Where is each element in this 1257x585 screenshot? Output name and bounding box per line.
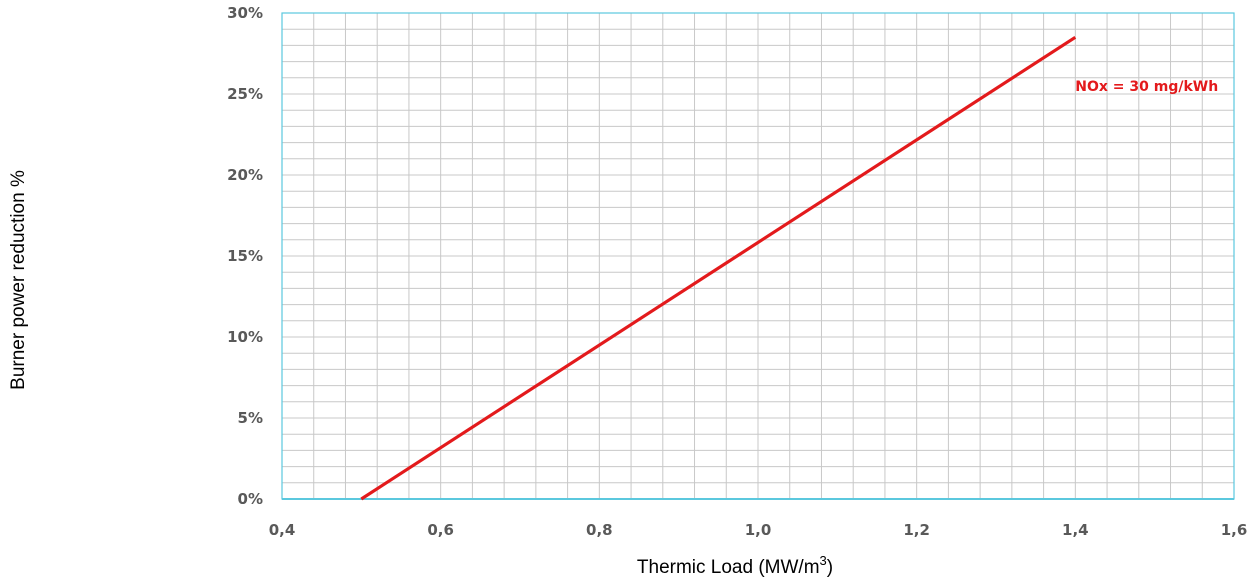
y-tick-label: 10%	[227, 328, 263, 346]
y-axis-title: Burner power reduction %	[8, 170, 29, 390]
plot-frame	[281, 12, 1235, 500]
y-tick-label: 15%	[227, 247, 263, 265]
y-tick-label: 25%	[227, 85, 263, 103]
series-annotation: NOx = 30 mg/kWh	[1075, 79, 1218, 95]
y-tick-label: 0%	[238, 490, 263, 508]
grid	[282, 13, 1234, 499]
x-tick-label: 0,6	[427, 521, 454, 539]
y-tick-label: 20%	[227, 166, 263, 184]
y-axis-ticks: 0% 5% 10% 15% 20% 25% 30%	[227, 4, 263, 508]
y-tick-label: 5%	[238, 409, 263, 427]
x-tick-label: 1,6	[1221, 521, 1248, 539]
x-tick-label: 1,4	[1062, 521, 1089, 539]
series-layer	[360, 35, 1077, 501]
x-tick-label: 0,4	[269, 521, 296, 539]
x-axis-ticks: 0,4 0,6 0,8 1,0 1,2 1,4 1,6	[269, 521, 1248, 539]
x-axis-title-superscript: 3	[820, 553, 827, 568]
x-tick-label: 0,8	[586, 521, 613, 539]
x-tick-label: 1,2	[903, 521, 930, 539]
x-tick-label: 1,0	[745, 521, 772, 539]
x-axis-title: Thermic Load (MW/m3)	[637, 553, 833, 578]
annotation-layer: NOx = 30 mg/kWh	[1075, 79, 1218, 95]
y-tick-label: 30%	[227, 4, 263, 22]
series-line	[360, 35, 1077, 501]
